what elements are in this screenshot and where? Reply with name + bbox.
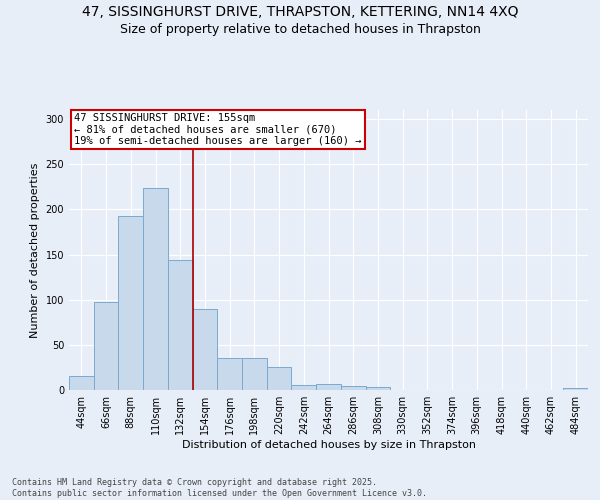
Text: Contains HM Land Registry data © Crown copyright and database right 2025.
Contai: Contains HM Land Registry data © Crown c… xyxy=(12,478,427,498)
Bar xyxy=(242,358,267,390)
Bar xyxy=(168,260,193,390)
Bar xyxy=(118,216,143,390)
Bar xyxy=(365,388,390,390)
Bar xyxy=(193,308,217,390)
Text: Size of property relative to detached houses in Thrapston: Size of property relative to detached ho… xyxy=(119,22,481,36)
Text: 47 SISSINGHURST DRIVE: 155sqm
← 81% of detached houses are smaller (670)
19% of : 47 SISSINGHURST DRIVE: 155sqm ← 81% of d… xyxy=(74,113,362,146)
Bar xyxy=(292,386,316,390)
Bar xyxy=(563,388,588,390)
X-axis label: Distribution of detached houses by size in Thrapston: Distribution of detached houses by size … xyxy=(182,440,476,450)
Bar xyxy=(94,302,118,390)
Bar xyxy=(69,376,94,390)
Y-axis label: Number of detached properties: Number of detached properties xyxy=(30,162,40,338)
Bar xyxy=(267,368,292,390)
Bar xyxy=(316,384,341,390)
Text: 47, SISSINGHURST DRIVE, THRAPSTON, KETTERING, NN14 4XQ: 47, SISSINGHURST DRIVE, THRAPSTON, KETTE… xyxy=(82,5,518,19)
Bar xyxy=(341,386,365,390)
Bar xyxy=(217,358,242,390)
Bar xyxy=(143,188,168,390)
